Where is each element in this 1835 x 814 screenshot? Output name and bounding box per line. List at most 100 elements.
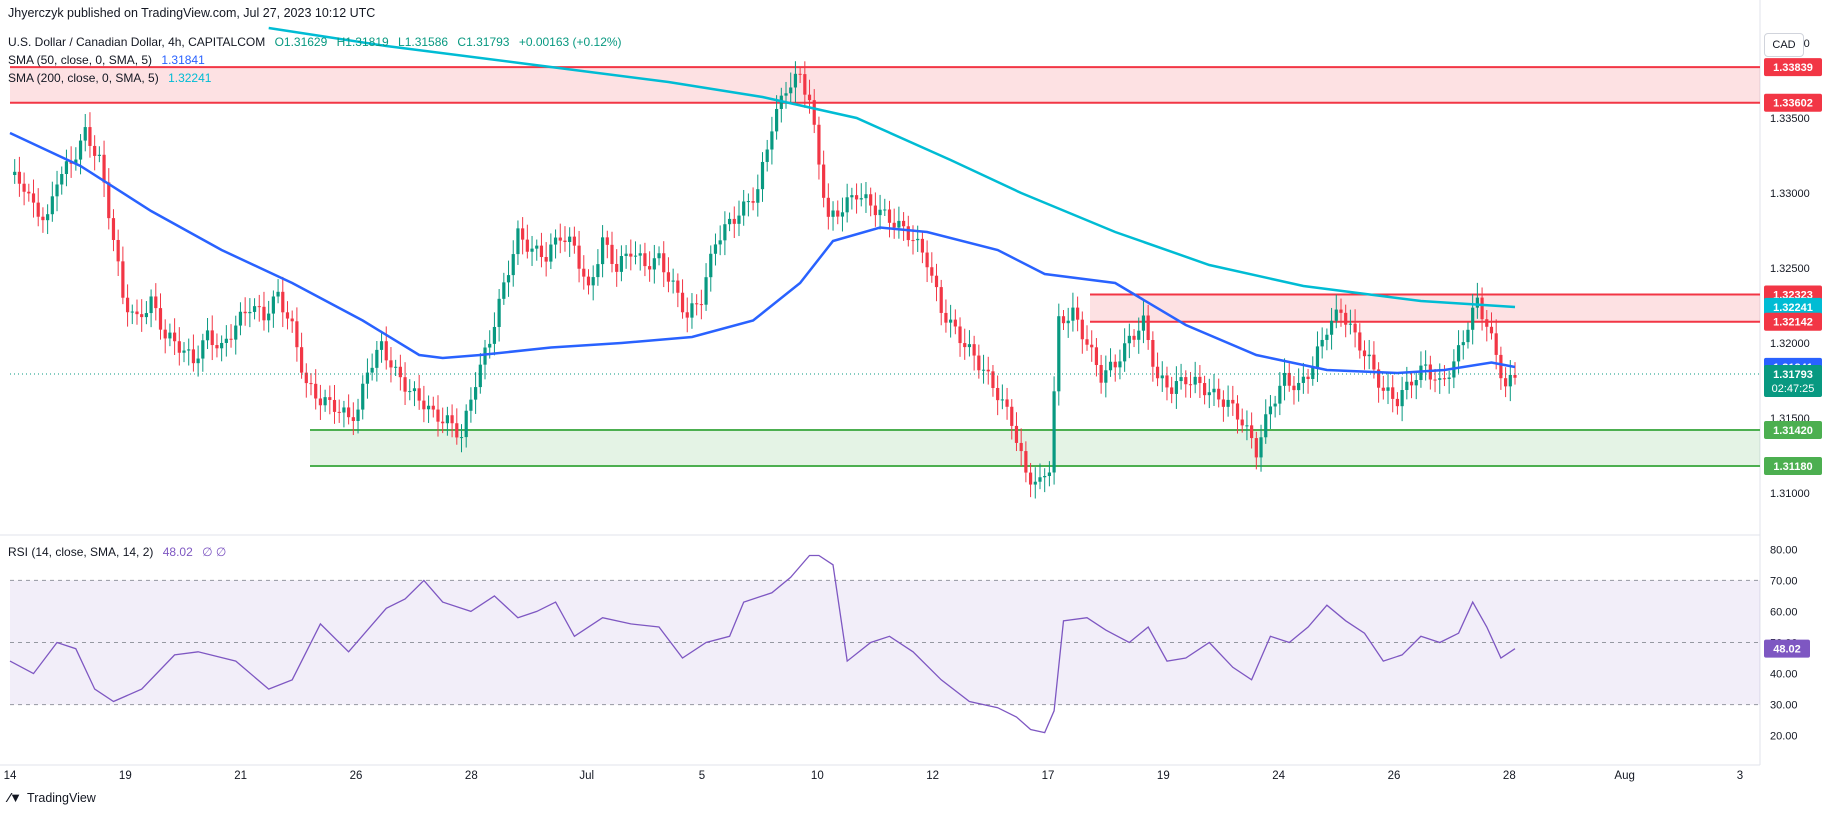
candle-down bbox=[1024, 451, 1028, 473]
candle-up bbox=[1405, 381, 1409, 390]
current-price-badge bbox=[1764, 365, 1822, 398]
candle-up bbox=[718, 240, 722, 245]
candle-down bbox=[812, 100, 816, 125]
candle-up bbox=[220, 342, 224, 349]
publisher-line: Jhyerczyk published on TradingView.com, … bbox=[8, 6, 376, 20]
candle-down bbox=[991, 371, 995, 388]
sma200-legend[interactable]: SMA (200, close, 0, SMA, 5) 1.32241 bbox=[8, 71, 211, 85]
candle-up bbox=[1057, 316, 1061, 392]
resistance-price-badge bbox=[1764, 312, 1822, 331]
candle-down bbox=[347, 407, 351, 418]
price-tick-label: 1.31000 bbox=[1770, 488, 1810, 500]
candle-up bbox=[1461, 342, 1465, 346]
resistance-price-text: 1.33602 bbox=[1773, 98, 1813, 110]
candle-up bbox=[55, 184, 59, 197]
candle-down bbox=[1132, 335, 1136, 340]
candle-up bbox=[1315, 346, 1320, 368]
candle-up bbox=[224, 338, 228, 343]
candle-up bbox=[916, 238, 920, 241]
sma200-label: SMA (200, close, 0, SMA, 5) bbox=[8, 71, 159, 85]
candle-up bbox=[182, 350, 186, 353]
candle-up bbox=[1043, 476, 1047, 478]
candle-up bbox=[252, 306, 257, 312]
candle-down bbox=[1503, 378, 1508, 387]
candle-up bbox=[530, 248, 534, 252]
candle-down bbox=[93, 145, 97, 156]
candle-down bbox=[572, 236, 576, 246]
candle-up bbox=[78, 140, 83, 160]
candle-down bbox=[615, 263, 619, 272]
candle-down bbox=[1170, 387, 1174, 394]
candle-down bbox=[1250, 425, 1254, 439]
zones-layer bbox=[10, 66, 1760, 467]
candle-up bbox=[1033, 481, 1037, 485]
candle-up bbox=[50, 196, 54, 215]
candle-down bbox=[299, 347, 304, 373]
candle-down bbox=[389, 360, 393, 368]
candle-down bbox=[102, 154, 106, 183]
candle-down bbox=[163, 329, 167, 339]
candle-up bbox=[845, 197, 849, 213]
candle-up bbox=[83, 127, 87, 141]
time-tick-label: Jul bbox=[579, 770, 594, 782]
ohlc-close: C1.31793 bbox=[457, 35, 510, 49]
candle-up bbox=[784, 93, 788, 96]
rsi-tick-label: 30.00 bbox=[1770, 700, 1798, 712]
symbol-legend[interactable]: U.S. Dollar / Canadian Dollar, 4h, CAPIT… bbox=[8, 35, 622, 49]
candle-up bbox=[1174, 381, 1178, 394]
candle-down bbox=[1085, 339, 1089, 345]
candle-down bbox=[610, 244, 614, 264]
time-tick-label: 3 bbox=[1737, 770, 1743, 782]
time-tick-label: 17 bbox=[1042, 770, 1055, 782]
sma200-value: 1.32241 bbox=[168, 71, 212, 85]
candle-down bbox=[121, 261, 125, 298]
candle-down bbox=[963, 343, 967, 348]
candle-down bbox=[1254, 438, 1258, 458]
candle-down bbox=[953, 319, 957, 327]
candle-up bbox=[1273, 403, 1277, 407]
candle-up bbox=[412, 388, 417, 392]
candle-up bbox=[864, 194, 868, 199]
candle-up bbox=[1325, 334, 1329, 340]
candle-up bbox=[1386, 387, 1390, 391]
candle-up bbox=[445, 415, 449, 424]
candle-down bbox=[1099, 365, 1103, 383]
candle-down bbox=[309, 383, 313, 385]
candle-down bbox=[906, 226, 910, 241]
candle-down bbox=[31, 193, 36, 203]
time-tick-label: 19 bbox=[1157, 770, 1170, 782]
candle-up bbox=[196, 358, 200, 364]
candle-up bbox=[704, 277, 708, 305]
candle-up bbox=[1104, 370, 1108, 383]
candle-down bbox=[836, 210, 840, 217]
candle-down bbox=[1113, 361, 1117, 368]
candle-down bbox=[431, 405, 435, 410]
candle-up bbox=[205, 330, 210, 341]
candle-up bbox=[770, 131, 774, 150]
candle-down bbox=[158, 308, 163, 330]
candle-down bbox=[1362, 350, 1367, 357]
currency-button[interactable]: CAD bbox=[1764, 33, 1804, 57]
candle-down bbox=[563, 240, 567, 243]
candle-up bbox=[624, 253, 628, 257]
candles-layer[interactable] bbox=[13, 61, 1517, 499]
candle-up bbox=[1038, 477, 1042, 482]
candle-down bbox=[1339, 309, 1343, 313]
candle-down bbox=[177, 341, 181, 353]
rsi-legend[interactable]: RSI (14, close, SMA, 14, 2) 48.02 ∅ ∅ bbox=[8, 545, 226, 559]
candle-down bbox=[1165, 375, 1169, 388]
time-tick-label: 26 bbox=[1388, 770, 1401, 782]
candle-down bbox=[173, 332, 177, 342]
current-price-text: 1.31793 bbox=[1773, 369, 1813, 381]
sma50-legend[interactable]: SMA (50, close, 0, SMA, 5) 1.31841 bbox=[8, 53, 205, 67]
candle-down bbox=[577, 245, 581, 269]
candle-down bbox=[1287, 372, 1291, 386]
tradingview-logo[interactable]: ⁄▼ TradingView bbox=[8, 790, 96, 805]
price-tick-label: 1.33500 bbox=[1770, 113, 1810, 125]
candle-down bbox=[403, 377, 407, 392]
candle-down bbox=[304, 372, 308, 384]
resistance-price-text: 1.33839 bbox=[1773, 62, 1813, 74]
candle-up bbox=[737, 215, 741, 224]
ohlc-high: H1.31819 bbox=[336, 35, 389, 49]
candle-up bbox=[97, 154, 101, 156]
